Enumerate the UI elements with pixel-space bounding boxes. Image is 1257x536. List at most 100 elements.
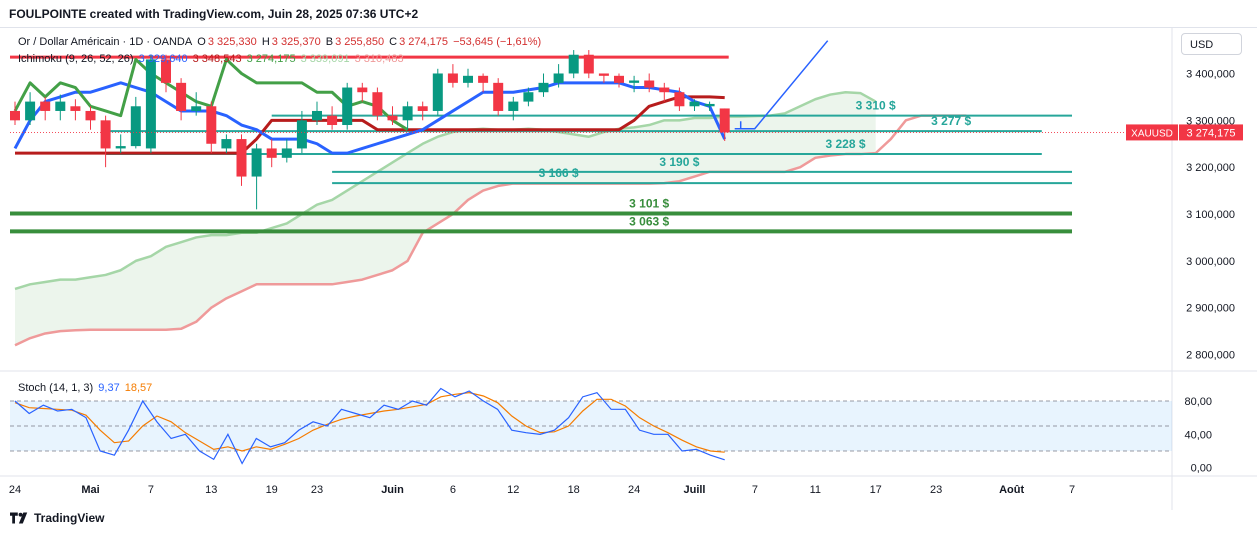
ichimoku-legend: Ichimoku (9, 26, 52, 26) 3 329,640 3 348… (18, 53, 406, 65)
chart-canvas[interactable]: 2 800,000 2 900,000 3 000,000 3 100,000 3 20… (0, 28, 1257, 510)
high-value: 3 325,370 (271, 36, 321, 48)
candle-body (704, 103, 715, 107)
candle-body (402, 106, 413, 121)
currency-button[interactable]: USD (1181, 33, 1242, 55)
ichimoku-chikou-value: 3 274,175 (246, 53, 296, 65)
stoch-name: Stoch (14, 1, 3) (18, 382, 94, 394)
candle-body (296, 120, 307, 149)
symbol-label: Or / Dollar Américain · 1D · OANDA (18, 36, 193, 48)
time-tick-label: 12 (507, 484, 519, 496)
level-label: 3 190 $ (659, 155, 699, 169)
chart-frame[interactable]: 2 800,000 2 900,000 3 000,000 3 100,000 3 20… (0, 27, 1257, 510)
candle-body (312, 110, 322, 121)
time-tick-label: 18 (568, 484, 580, 496)
price-tick-label: 2 900,000 (1186, 303, 1235, 315)
time-tick-label: Juin (381, 484, 404, 496)
level-label: 3 228 $ (825, 137, 865, 151)
candle-body (644, 80, 655, 88)
time-tick-label: 13 (205, 484, 217, 496)
candle-body (281, 148, 292, 158)
candle-body (689, 101, 700, 107)
time-tick-label: 24 (628, 484, 640, 496)
candle-body (447, 73, 458, 83)
candle-body (40, 101, 51, 111)
time-tick-label: Août (999, 484, 1024, 496)
candle-body (115, 146, 126, 149)
ichimoku-kijun-line (15, 95, 725, 155)
candle-body (523, 92, 534, 102)
level-label: 3 277 $ (931, 114, 971, 128)
candle-body (432, 73, 443, 111)
price-tick-label: 3 000,000 (1186, 256, 1235, 268)
candle-body (508, 101, 519, 111)
last-price-symbol-tag (1126, 124, 1178, 141)
candle-body (719, 108, 730, 133)
candle-body (221, 139, 232, 149)
low-value: 3 255,850 (335, 36, 385, 48)
tradingview-logo-icon (10, 512, 28, 524)
time-tick-label: Juill (683, 484, 705, 496)
candle-body (553, 73, 564, 83)
candle-body (206, 106, 217, 144)
candle-body (342, 87, 353, 126)
price-tick-label: 3 300,000 (1186, 115, 1235, 127)
time-tick-label: 7 (1069, 484, 1075, 496)
time-tick-label: 7 (148, 484, 154, 496)
last-price-symbol: XAUUSD (1131, 128, 1173, 139)
time-tick-label: Mai (81, 484, 99, 496)
candle-body (130, 106, 141, 147)
time-tick-label: 6 (450, 484, 456, 496)
stoch-d-line (14, 392, 725, 453)
stoch-legend: Stoch (14, 1, 3) 9,37 18,57 (18, 382, 154, 394)
time-tick-label: 7 (752, 484, 758, 496)
chart-caption: FOULPOINTE created with TradingView.com,… (9, 7, 419, 21)
candle-body (598, 73, 609, 76)
time-tick-label: 11 (810, 484, 821, 496)
candle-body (568, 54, 579, 74)
tradingview-footer: TradingView (10, 511, 104, 525)
candle-body (236, 139, 247, 177)
open-value: 3 325,330 (207, 36, 257, 48)
stoch-k-line (14, 387, 725, 465)
candle-body (357, 87, 368, 93)
last-price-value-tag (1179, 124, 1243, 141)
close-label: C (389, 36, 398, 48)
candle-body (161, 59, 171, 83)
stoch-tick-label: 40,00 (1184, 429, 1212, 441)
candle-body (10, 110, 20, 121)
level-label: 3 101 $ (629, 197, 669, 211)
ichimoku-span-b-line (14, 114, 967, 347)
change-value: −53,645 (−1,61%) (453, 36, 542, 48)
open-label: O (197, 36, 206, 48)
ichimoku-name: Ichimoku (9, 26, 52, 26) (18, 53, 134, 65)
candle-body (387, 115, 398, 121)
ichimoku-cloud-fill (15, 92, 876, 346)
level-label: 3 166 $ (539, 166, 579, 180)
high-label: H (261, 36, 270, 48)
candle-body (85, 110, 96, 121)
tradingview-brand: TradingView (34, 511, 105, 525)
level-label: 3 310 $ (856, 99, 896, 113)
ichimoku-kijun-value: 3 348,543 (192, 53, 242, 65)
ichimoku-tenkan-line (13, 81, 727, 155)
low-label: B (325, 36, 334, 48)
candle-body (70, 106, 81, 111)
candle-body (251, 148, 262, 177)
candle-body (659, 87, 670, 93)
candle-body (372, 92, 383, 116)
last-price-value: 3 274,175 (1187, 127, 1236, 139)
time-tick-label: 19 (266, 484, 278, 496)
candle-body (478, 75, 489, 83)
time-tick-label: 23 (930, 484, 942, 496)
candle-body (266, 148, 277, 158)
candle-body (55, 101, 66, 111)
ichimoku-span-b-value: 3 310,483 (354, 53, 404, 65)
stoch-tick-label: 80,00 (1184, 396, 1212, 408)
candle-body (145, 59, 156, 149)
candle-body (629, 80, 640, 83)
time-tick-label: 24 (9, 484, 21, 496)
price-tick-label: 3 400,000 (1186, 68, 1235, 80)
price-tick-label: 2 800,000 (1186, 350, 1235, 362)
candle-body (327, 115, 338, 126)
